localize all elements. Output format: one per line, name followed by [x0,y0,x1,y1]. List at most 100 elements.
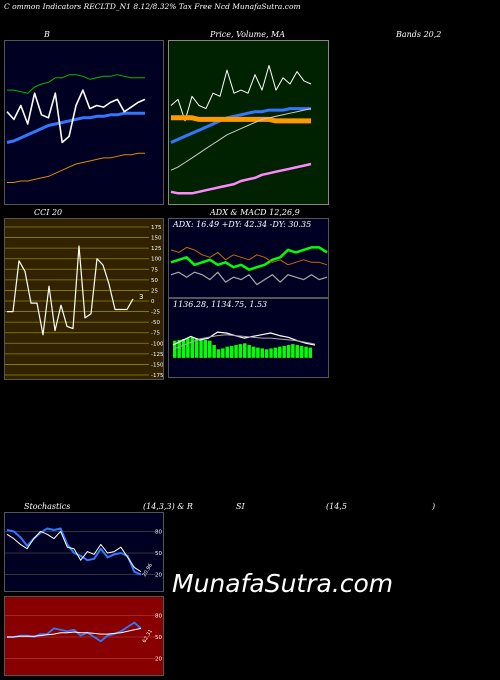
bollinger-bg [5,41,163,204]
macd-bar-7 [203,339,208,358]
chart-header-title: C ommon Indicators RECLTD_N1 8.12/8.32% … [4,2,301,11]
rsi-series-1 [7,627,142,638]
macd-bar-0 [173,340,177,358]
rsi-tick-0: 80 [155,613,162,619]
stoch-label-close: ) [432,502,436,511]
cci-tick-0: 175 [151,225,162,231]
macd-series-0 [172,331,316,346]
stoch-label-left: Stochastics [24,502,71,511]
cci-tick-3: 100 [151,257,162,263]
macd-bar-27 [291,344,295,358]
bollinger-series-0 [7,74,145,94]
macd-bar-15 [238,344,243,358]
cci-panel: 175 150 125 100 75 50 25 0 -25 -50 -75 -100 -125 -150… [4,218,164,380]
adx-chart [169,219,328,297]
cci-tick-7: 0 [151,299,155,305]
cci-last-value: 3 [139,293,143,301]
cci-series-0 [7,245,134,336]
bollinger-series-2 [6,89,146,144]
macd-bar-14 [234,345,238,358]
stoch-tick-0: 80 [155,529,162,535]
macd-bar-12 [225,346,229,358]
cci-tick-4: 75 [151,267,158,273]
price-ma-label: Price, Volume, MA [210,30,286,39]
adx-bg [169,219,328,297]
macd-bar-21 [264,349,269,358]
bollinger-panel [4,40,164,205]
adx-series-1 [170,246,328,266]
price-series-3 [170,108,312,171]
price-ma-panel [168,40,329,205]
cci-label: CCI 20 [34,208,63,217]
macd-bar-22 [269,348,273,358]
cci-tick-6: 25 [151,288,158,294]
adx-annotation: ADX: 16.49 +DY: 42.34 -DY: 30.35 [173,220,312,229]
macd-bar-23 [273,347,278,358]
watermark: MunafaSutra.com [172,569,394,598]
macd-bar-8 [208,340,212,358]
macd-bar-9 [212,345,216,358]
bollinger-chart [5,41,163,204]
macd-bar-20 [260,348,264,358]
cci-tick-8: -25 [151,310,160,316]
macd-bar-1 [177,339,181,358]
macd-bar-3 [186,338,190,358]
stoch-bg [5,513,163,591]
cci-tick-13: -150 [151,362,164,368]
macd-bar-19 [256,347,260,358]
bollinger-label-right: Bands 20,2 [396,30,442,39]
macd-annotation: 1136.28, 1134.75, 1.53 [173,300,268,309]
macd-bar-10 [216,349,221,358]
macd-bar-24 [278,346,282,358]
macd-bar-16 [243,343,247,358]
stochastics-panel: 80 50 20 20.96 [4,512,164,592]
macd-bar-28 [295,345,299,358]
rsi-tick-2: 20 [155,657,162,663]
stoch-label-mid: (14,3,3) & R [143,502,193,511]
stoch-series-1 [6,530,142,573]
adx-series-0 [170,246,328,271]
cci-tick-12: -125 [151,352,164,358]
stoch-label-right: (14,5 [326,502,347,511]
rsi-tick-1: 50 [155,635,162,641]
stoch-label-si: SI [236,502,245,511]
cci-tick-14: -175 [151,373,164,379]
price-ma-chart [169,41,328,204]
cci-tick-5: 50 [151,278,158,284]
bollinger-series-1 [6,111,145,144]
adx-series-2 [170,271,328,286]
stoch-series-0 [6,527,142,576]
macd-series-1 [172,334,316,350]
macd-bar-5 [194,338,199,358]
macd-chart [169,299,328,377]
macd-bar-11 [221,348,225,358]
cci-tick-1: 150 [151,236,162,242]
macd-bar-29 [299,345,304,358]
adx-macd-label: ADX & MACD 12,26,9 [210,208,300,217]
price-series-0 [170,65,312,122]
macd-bar-4 [190,337,194,358]
price-series-4 [170,162,312,195]
cci-chart: 175 150 125 100 75 50 25 0 -25 -50 -75 -100 -125 -150… [5,219,164,379]
macd-panel: 1136.28, 1134.75, 1.53 [168,298,329,378]
cci-tick-11: -100 [151,341,164,347]
macd-bar-30 [304,346,308,358]
macd-bar-17 [247,345,251,358]
macd-bar-18 [251,346,256,358]
stoch-tick-2: 20 [155,573,162,579]
stoch-tick-1: 50 [155,551,162,557]
rsi-panel: 80 50 20 62.31 [4,596,164,676]
cci-tick-9: -50 [151,320,160,326]
adx-panel: ADX: 16.49 +DY: 42.34 -DY: 30.35 [168,218,329,298]
cci-tick-10: -75 [151,331,160,337]
cci-tick-2: 125 [151,246,162,252]
macd-bar-6 [199,339,203,358]
price-series-1 [170,107,311,144]
macd-bar-26 [286,345,291,358]
macd-bar-13 [229,345,234,358]
macd-bar-2 [181,339,186,358]
price-series-2 [171,115,311,124]
bollinger-series-3 [7,152,145,183]
